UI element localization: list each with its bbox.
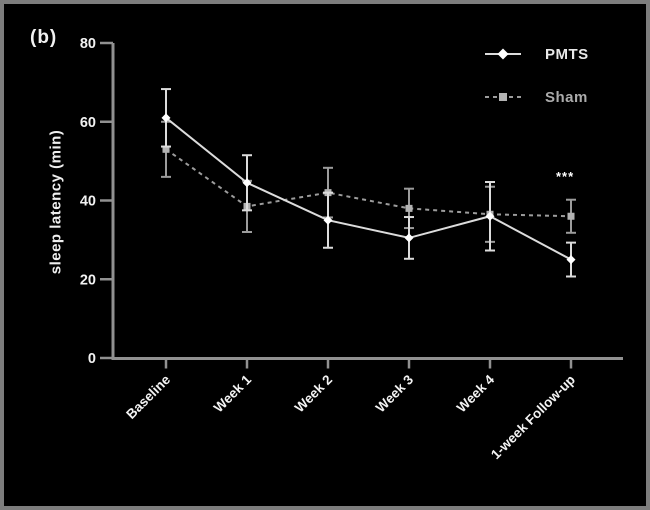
- data-point: [404, 233, 414, 243]
- legend-item-sham: Sham: [484, 88, 589, 106]
- pmts-line-marker-icon: [485, 48, 521, 60]
- data-point: [162, 145, 170, 153]
- sham-line-marker-icon: [485, 93, 521, 101]
- y-tick-label: 80: [80, 36, 96, 52]
- significance-stars: ***: [556, 169, 575, 184]
- series-pmts: [161, 88, 576, 278]
- legend-label-sham: Sham: [545, 88, 588, 106]
- x-tick-label: Week 2: [292, 372, 335, 415]
- data-line: [165, 148, 572, 218]
- x-tick-label: Baseline: [123, 372, 173, 422]
- legend-label-pmts: PMTS: [545, 45, 589, 63]
- data-point: [405, 204, 413, 212]
- y-tick-label: 20: [80, 272, 96, 288]
- data-line: [165, 117, 572, 261]
- y-tick-label: 0: [88, 351, 96, 367]
- legend: PMTS Sham: [484, 46, 589, 132]
- series-sham: [161, 120, 576, 243]
- y-tick-label: 60: [80, 115, 96, 131]
- y-tick-label: 40: [80, 194, 96, 210]
- x-tick-label: Week 4: [454, 372, 498, 416]
- data-point: [566, 255, 576, 265]
- data-point: [567, 212, 575, 220]
- data-point: [161, 113, 171, 123]
- data-point: [485, 211, 495, 221]
- x-tick-label: Week 1: [211, 372, 255, 416]
- data-point: [242, 178, 252, 188]
- panel-label: (b): [30, 27, 58, 48]
- x-tick-label: 1-week Follow-up: [488, 372, 578, 462]
- legend-item-pmts: PMTS: [484, 45, 589, 63]
- x-tick-label: Week 3: [373, 372, 417, 416]
- data-point: [323, 215, 333, 225]
